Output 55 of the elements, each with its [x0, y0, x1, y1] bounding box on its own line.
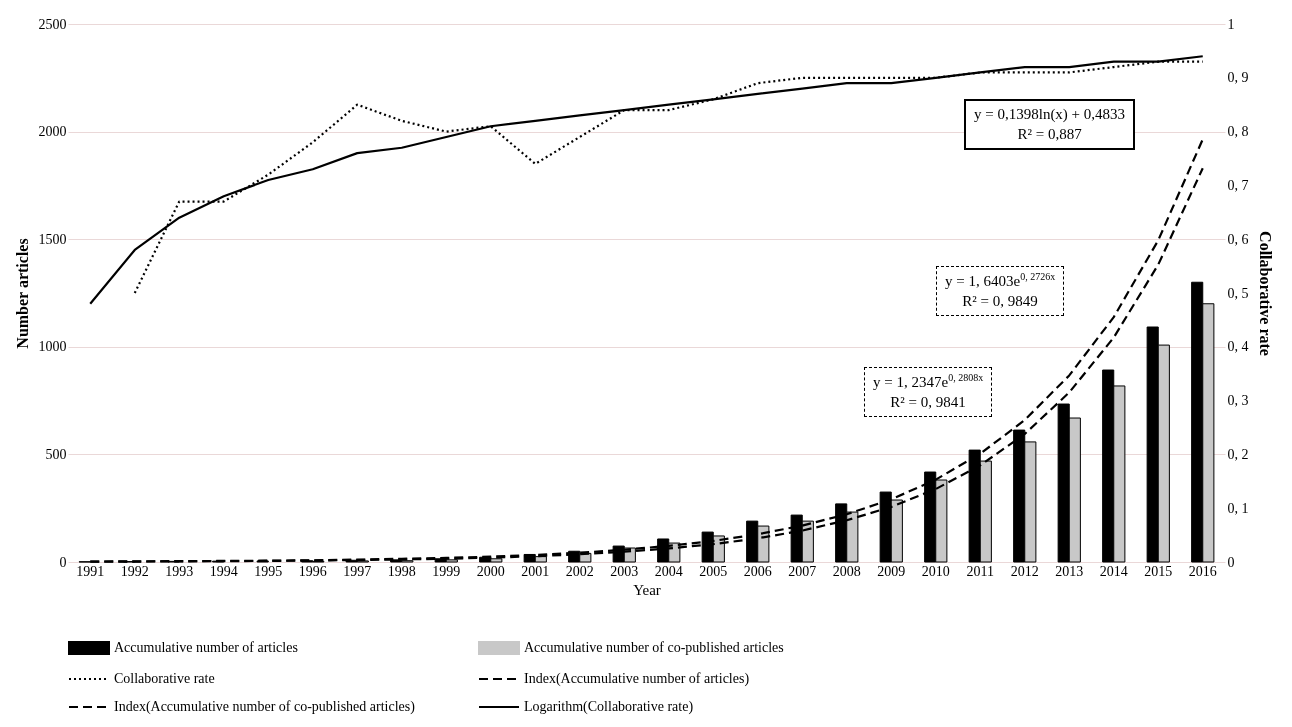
y2-tick-label: 0, 6	[1227, 231, 1249, 247]
y-tick-label: 2500	[38, 16, 67, 32]
x-tick-label: 2008	[832, 563, 861, 579]
x-tick-label: 1997	[343, 563, 372, 579]
x-tick-label: 2001	[521, 563, 550, 579]
annotation: y = 1, 6403e$^{0, 2726x}$ R² = 0, 9849	[936, 266, 1065, 316]
y-tick-label: 0	[59, 554, 67, 570]
x-tick-label: 1998	[387, 563, 416, 579]
x-tick-label: 2003	[610, 563, 639, 579]
x-tick-label: 1994	[209, 563, 238, 579]
y-tick-label: 1000	[38, 339, 67, 355]
legend-label: Collaborative rate	[114, 671, 215, 686]
legend-label: Logarithm(Collaborative rate)	[524, 699, 694, 715]
x-tick-label: 2004	[654, 563, 683, 579]
y2-axis-title: Collaborative rate	[1256, 231, 1274, 356]
y2-tick-label: 1	[1227, 16, 1235, 32]
x-tick-label: 1991	[76, 563, 105, 579]
x-tick-label: 2013	[1055, 563, 1084, 579]
x-tick-label: 1992	[120, 563, 149, 579]
y2-tick-label: 0, 3	[1227, 393, 1249, 409]
x-tick-label: 2014	[1099, 563, 1128, 579]
legend-label: Accumulative number of co-published articles	[524, 640, 784, 655]
y2-tick-label: 0, 7	[1227, 177, 1249, 193]
x-tick-label: 2009	[877, 563, 906, 579]
y2-tick-label: 0, 5	[1227, 285, 1249, 301]
legend-label: Index(Accumulative number of articles)	[524, 671, 750, 687]
x-tick-label: 2010	[921, 563, 950, 579]
y2-tick-label: 0, 4	[1227, 339, 1249, 355]
legend-label: Index(Accumulative number of co-published articles)	[114, 699, 416, 715]
y-tick-label: 500	[45, 446, 67, 462]
x-axis-title: Year	[633, 581, 661, 598]
y2-tick-label: 0, 1	[1227, 500, 1249, 516]
x-tick-label: 2011	[966, 563, 994, 579]
x-tick-label: 2012	[1010, 563, 1039, 579]
x-tick-label: 2005	[699, 563, 728, 579]
annotation: y = 0,1398ln(x) + 0,4833 R² = 0,887	[964, 99, 1136, 150]
x-tick-label: 2000	[476, 563, 505, 579]
y2-tick-label: 0, 8	[1227, 124, 1249, 140]
y2-tick-label: 0, 2	[1227, 446, 1249, 462]
x-tick-label: 2007	[788, 563, 817, 579]
y-tick-label: 2000	[38, 124, 67, 140]
x-tick-label: 2002	[565, 563, 594, 579]
x-tick-label: 2016	[1188, 563, 1217, 579]
x-tick-label: 1993	[165, 563, 194, 579]
y-tick-label: 1500	[38, 231, 67, 247]
legend-label: Accumulative number of articles	[114, 640, 298, 655]
annotation: y = 1, 2347e$^{0, 2808x}$ R² = 0, 9841	[864, 367, 993, 417]
x-tick-label: 1999	[432, 563, 461, 579]
x-tick-label: 2006	[743, 563, 772, 579]
y2-tick-label: 0, 9	[1227, 70, 1249, 86]
x-tick-label: 1996	[298, 563, 327, 579]
y-axis-title: Number articles	[13, 238, 31, 349]
y2-tick-label: 0	[1227, 554, 1235, 570]
x-tick-label: 1995	[254, 563, 283, 579]
x-tick-label: 2015	[1144, 563, 1173, 579]
